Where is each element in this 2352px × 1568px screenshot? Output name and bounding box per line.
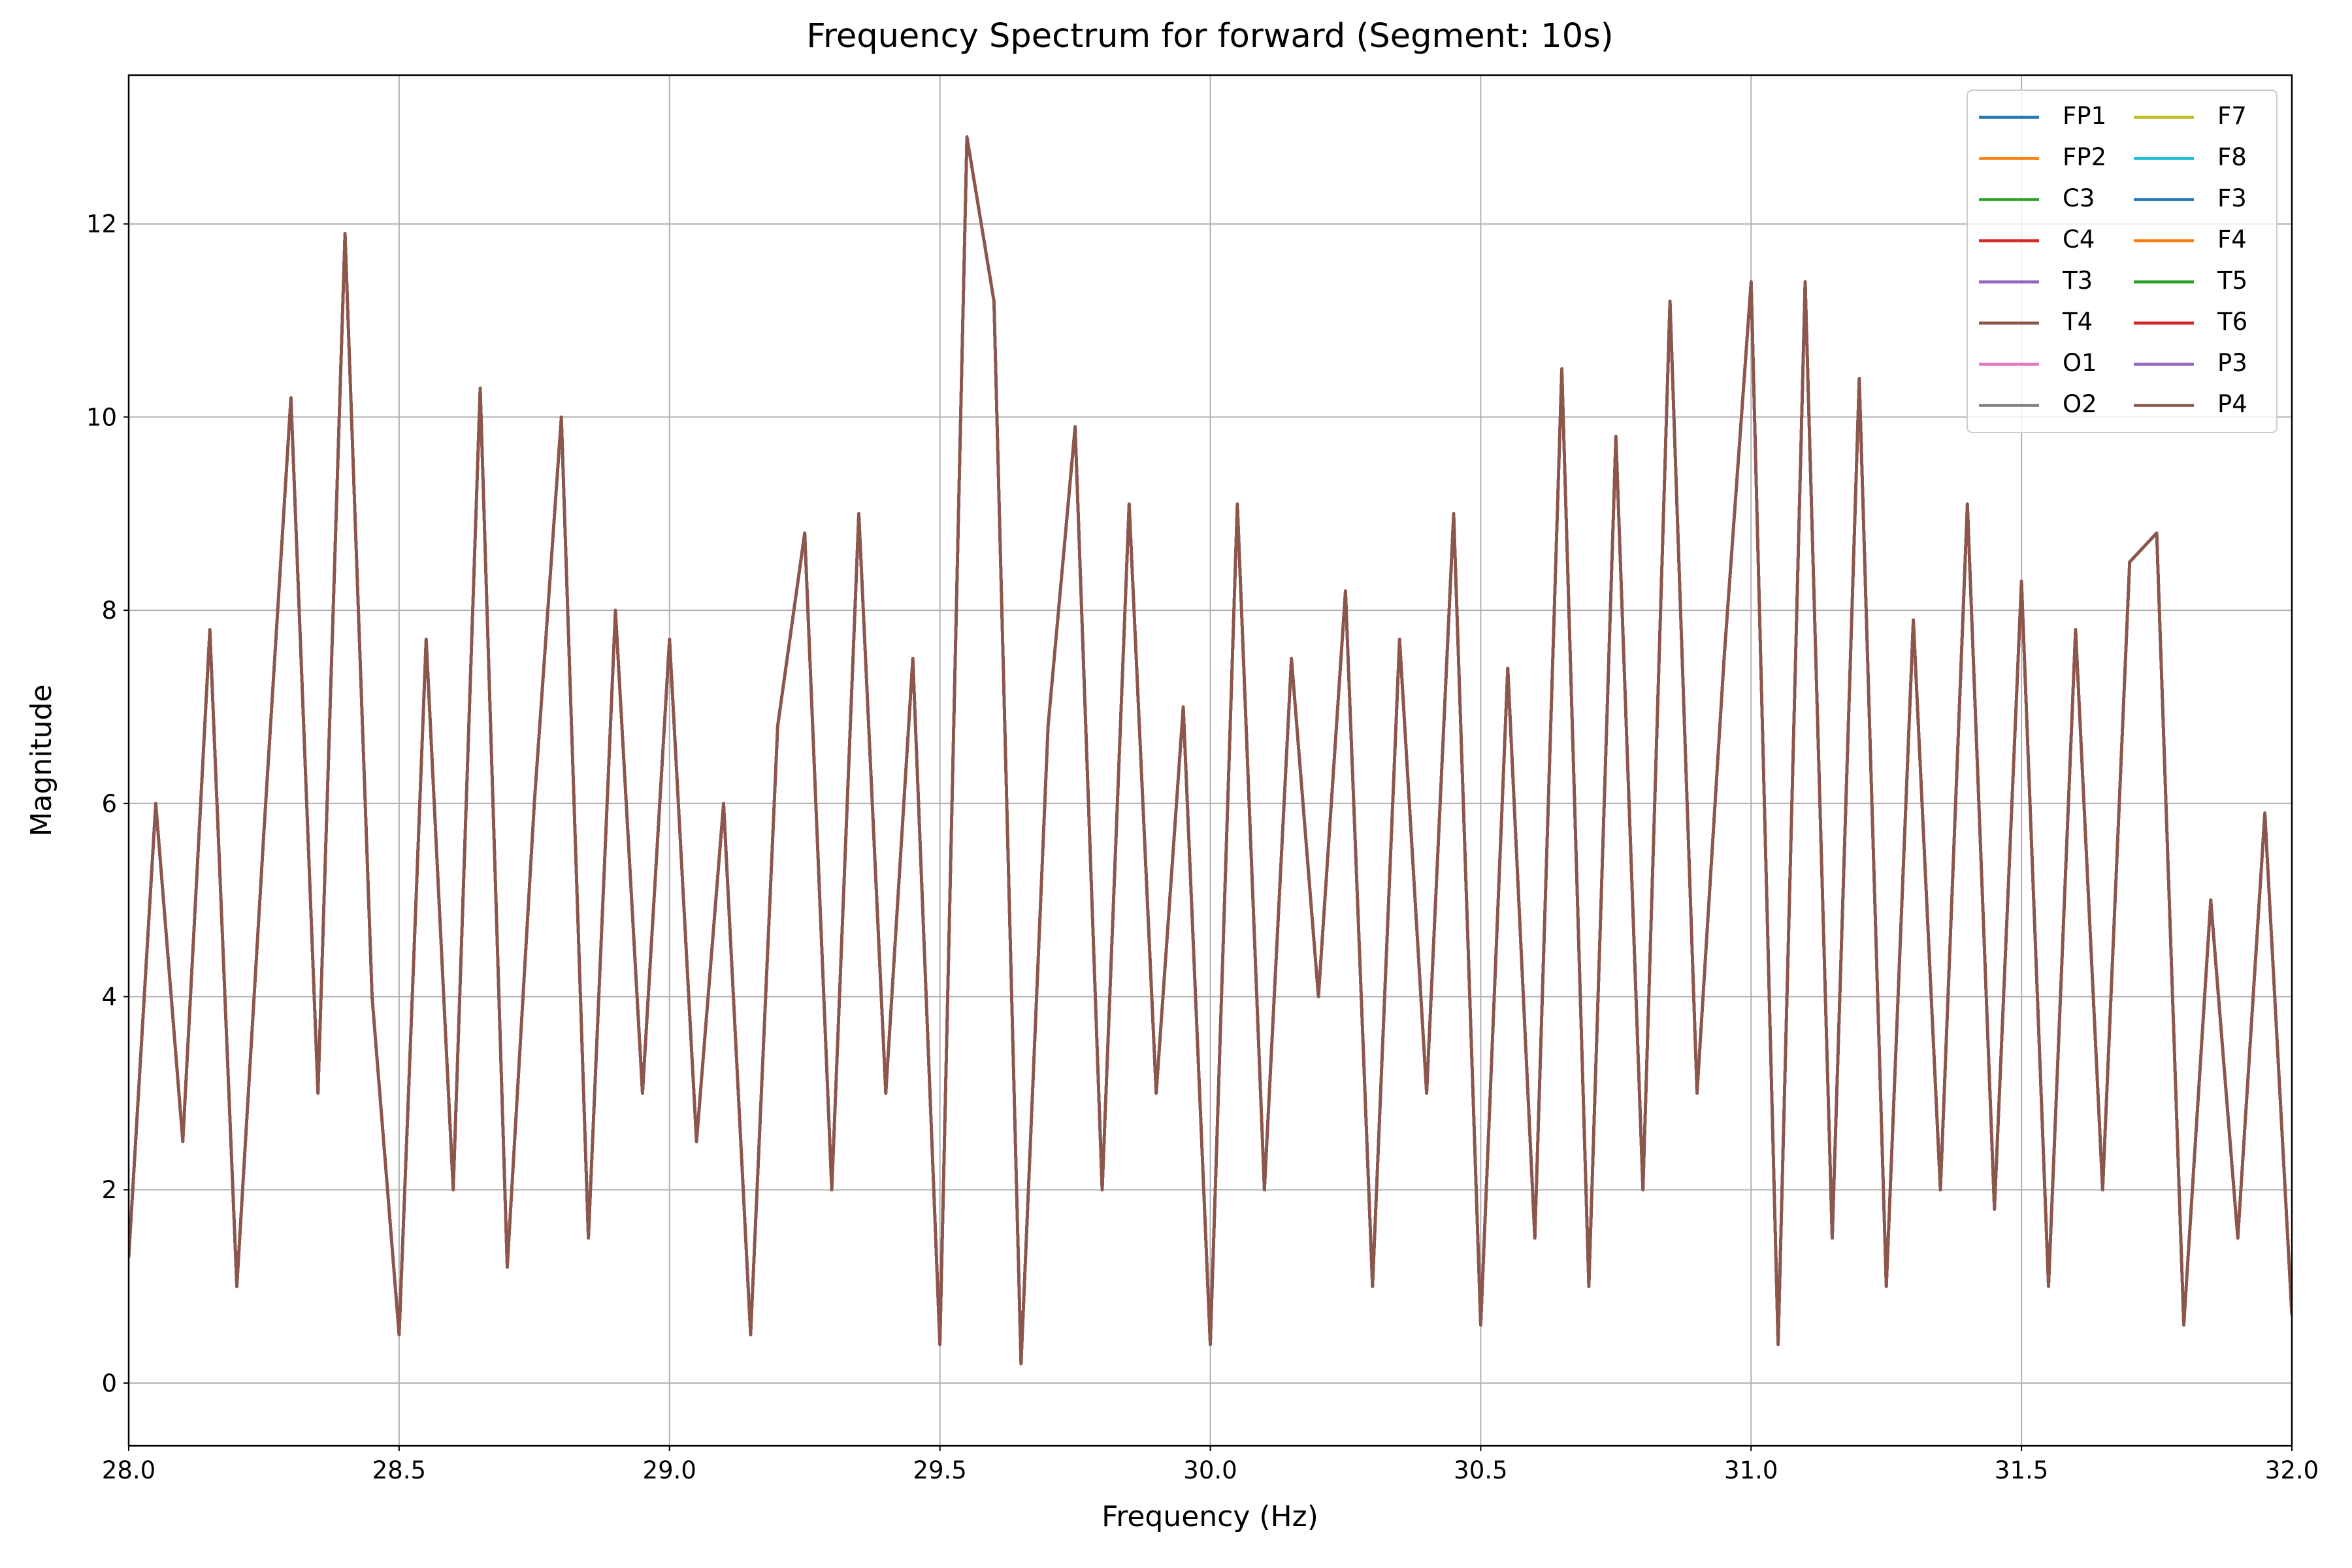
y-tick-label: 12 xyxy=(86,210,117,238)
y-tick-label: 8 xyxy=(101,596,117,625)
x-tick-label: 31.0 xyxy=(1724,1456,1778,1484)
x-axis-label: Frequency (Hz) xyxy=(1102,1500,1318,1533)
legend-label: P4 xyxy=(2217,390,2247,418)
y-tick-label: 2 xyxy=(101,1176,117,1204)
ticks: 28.0 28.5 29.0 29.5 30.0 30.5 31.0 31.5 32.0 0 2 4 6… xyxy=(86,210,2319,1484)
x-tick-label: 29.5 xyxy=(913,1456,966,1484)
legend-label: T3 xyxy=(2062,267,2093,295)
legend-box xyxy=(1967,90,2278,433)
x-tick-label: 28.5 xyxy=(372,1456,426,1484)
legend-label: O1 xyxy=(2063,349,2097,377)
legend-label: C3 xyxy=(2063,184,2095,212)
y-tick-label: 6 xyxy=(101,790,117,818)
legend-label: O2 xyxy=(2063,390,2097,418)
legend-label: F3 xyxy=(2217,184,2247,212)
legend: FP1 FP2 C3 C4 T3 T4 O1 O2 F7 F8 F3 F4 T5 T6 P3 P4 xyxy=(1967,90,2278,433)
legend-label: FP1 xyxy=(2063,102,2106,130)
legend-label: FP2 xyxy=(2063,143,2106,171)
y-tick-label: 0 xyxy=(101,1369,117,1397)
x-tick-label: 30.5 xyxy=(1454,1456,1507,1484)
legend-label: C4 xyxy=(2063,225,2095,253)
x-tick-label: 31.5 xyxy=(1995,1456,2048,1484)
legend-label: F8 xyxy=(2217,143,2247,171)
series-line xyxy=(129,135,2292,1365)
x-tick-label: 30.0 xyxy=(1183,1456,1237,1484)
y-axis-label: Magnitude xyxy=(25,684,58,836)
legend-label: P3 xyxy=(2217,349,2247,377)
legend-label: F7 xyxy=(2217,102,2247,130)
x-tick-label: 32.0 xyxy=(2265,1456,2319,1484)
legend-label: T4 xyxy=(2062,308,2093,336)
x-tick-label: 28.0 xyxy=(102,1456,155,1484)
y-tick-label: 4 xyxy=(101,983,117,1011)
legend-label: T5 xyxy=(2217,267,2247,295)
x-tick-label: 29.0 xyxy=(643,1456,696,1484)
chart-title: Frequency Spectrum for forward (Segment:… xyxy=(806,17,1613,56)
plot-area xyxy=(129,135,2292,1365)
y-tick-label: 10 xyxy=(86,403,117,431)
legend-label: T6 xyxy=(2217,308,2247,336)
legend-label: F4 xyxy=(2217,225,2247,253)
